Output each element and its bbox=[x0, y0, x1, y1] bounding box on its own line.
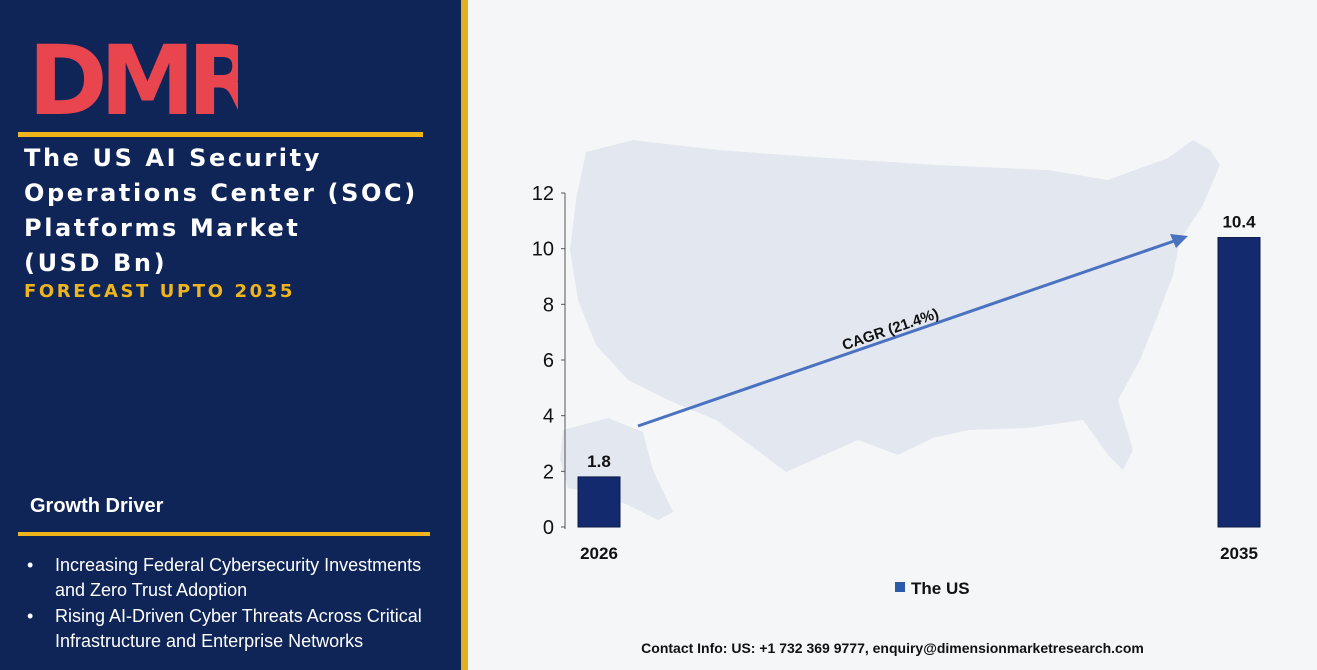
y-tick-label: 2 bbox=[543, 461, 554, 483]
y-tick-label: 4 bbox=[543, 406, 554, 428]
bar-data-label: 1.8 bbox=[587, 452, 611, 471]
cagr-arrow-line bbox=[637, 237, 1181, 428]
bullet-icon: • bbox=[27, 555, 34, 575]
forecast-subtitle: FORECAST UPTO 2035 bbox=[24, 281, 295, 302]
growth-driver-item: • Increasing Federal Cybersecurity Inves… bbox=[27, 553, 452, 603]
bars bbox=[577, 237, 1261, 528]
y-tick-label: 0 bbox=[543, 517, 554, 539]
us-map-background bbox=[560, 140, 1220, 520]
title-line: (USD Bn) bbox=[24, 249, 168, 277]
x-tick-label: 2035 bbox=[1220, 544, 1258, 563]
info-panel: DMR The US AI Security Operations Center… bbox=[0, 0, 461, 670]
title-line: The US AI Security bbox=[24, 144, 322, 172]
data-labels: 1.8 10.4 bbox=[587, 213, 1256, 471]
driver-line: Infrastructure and Enterprise Networks bbox=[55, 631, 364, 651]
growth-driver-rule bbox=[18, 532, 430, 536]
driver-line: Increasing Federal Cybersecurity Investm… bbox=[55, 555, 422, 575]
growth-driver-item: • Rising AI-Driven Cyber Threats Across … bbox=[27, 604, 452, 654]
chart-panel: 0 2 4 6 8 10 12 1.8 10.4 2026 2035 CAGR (21.4%) … bbox=[468, 0, 1317, 670]
contact-info: Contact Info: US: +1 732 369 9777, enqui… bbox=[641, 640, 1144, 656]
title-line: Platforms Market bbox=[24, 214, 301, 242]
y-axis: 0 2 4 6 8 10 12 bbox=[532, 183, 566, 539]
bar bbox=[1217, 237, 1261, 528]
title-rule bbox=[18, 132, 423, 137]
driver-line: and Zero Trust Adoption bbox=[55, 580, 248, 600]
growth-driver-heading: Growth Driver bbox=[30, 495, 164, 517]
report-title: The US AI Security Operations Center (SO… bbox=[24, 141, 444, 281]
growth-driver-list: • Increasing Federal Cybersecurity Inves… bbox=[27, 553, 452, 655]
legend: The US bbox=[895, 579, 970, 598]
dmr-logo: DMR bbox=[28, 38, 238, 122]
x-axis-ticks: 2026 2035 bbox=[580, 544, 1258, 563]
bar bbox=[577, 476, 621, 528]
y-tick-label: 12 bbox=[532, 183, 554, 205]
driver-line: Rising AI-Driven Cyber Threats Across Cr… bbox=[55, 606, 422, 626]
title-line: Operations Center (SOC) bbox=[24, 179, 418, 207]
panel-divider bbox=[461, 0, 468, 670]
bullet-icon: • bbox=[27, 606, 34, 626]
y-tick-label: 6 bbox=[543, 350, 554, 372]
x-tick-label: 2026 bbox=[580, 544, 618, 563]
arrowhead-icon bbox=[1170, 234, 1188, 248]
legend-label: The US bbox=[911, 579, 970, 598]
y-tick-label: 8 bbox=[543, 294, 554, 316]
logo-text-d: DMR bbox=[28, 38, 238, 122]
y-tick-label: 10 bbox=[532, 239, 554, 261]
legend-swatch bbox=[895, 582, 905, 592]
bar-data-label: 10.4 bbox=[1222, 213, 1256, 232]
